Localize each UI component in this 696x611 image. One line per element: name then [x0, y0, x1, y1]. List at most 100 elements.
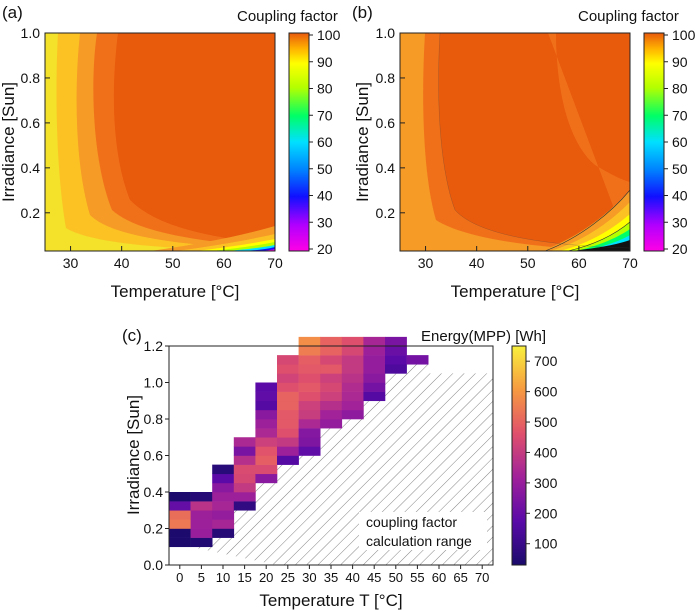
heatmap-cell: [255, 382, 278, 392]
heatmap-cell: [255, 464, 278, 475]
heatmap-cell: [363, 336, 386, 347]
colorbar-tick-label: 600: [534, 384, 558, 400]
heatmap-cell: [385, 336, 407, 347]
x-tick-label: 0: [176, 570, 183, 585]
heatmap-cell: [233, 455, 256, 465]
heatmap-cell: [320, 336, 343, 347]
x-tick-label: 40: [114, 255, 130, 271]
heatmap-cell: [212, 519, 235, 529]
heatmap-cell: [320, 400, 343, 411]
x-tick-label: 30: [63, 255, 79, 271]
heatmap-cell: [298, 336, 321, 347]
heatmap-cell: [277, 455, 299, 465]
heatmap-cell: [212, 510, 235, 520]
heatmap-cell: [341, 409, 364, 420]
colorbar: [643, 32, 665, 252]
heatmap-cell: [233, 492, 256, 502]
y-tick-label: 1.0: [376, 25, 396, 41]
colorbar-tick-label: 200: [534, 505, 558, 521]
x-tick-label: 20: [259, 570, 273, 585]
heatmap-cell: [341, 336, 364, 347]
y-tick-label: 0.2: [144, 521, 164, 537]
x-tick-label: 25: [281, 570, 295, 585]
heatmap-cell: [277, 419, 299, 429]
colorbar-tick-label: 70: [672, 107, 688, 123]
heatmap-cell: [320, 382, 343, 392]
x-tick-label: 65: [453, 570, 467, 585]
colorbar-tick-label: 50: [672, 161, 688, 177]
heatmap-cell: [341, 346, 364, 356]
heatmap-cell: [233, 501, 256, 511]
colorbar-ticks-c: 100 200 300 400 500 600 700: [526, 353, 558, 552]
colorbar-tick-label: 60: [672, 134, 688, 150]
y-tick-label: 0.6: [376, 115, 396, 131]
heatmap-cell: [255, 437, 278, 447]
heatmap-cell: [169, 519, 191, 529]
x-tick-label: 70: [267, 255, 283, 271]
x-tick-label: 60: [571, 255, 587, 271]
panel-label: (a): [2, 3, 23, 22]
x-tick-label: 60: [216, 255, 232, 271]
colorbar-title: Coupling factor: [237, 8, 338, 25]
heatmap-cell: [341, 391, 364, 402]
heatmap-cell: [363, 391, 386, 402]
y-tick-label: 1.0: [144, 375, 164, 391]
heatmap-cell: [341, 373, 364, 383]
axes-c: 0 5 10 15 20 25 30 35 40 45 50 55 60 65 70 0.0 0.2 0.4 0.6…: [144, 338, 490, 585]
annotation-box: [359, 512, 487, 550]
x-tick-label: 50: [520, 255, 536, 271]
heatmap-cell: [212, 473, 235, 484]
heatmap-cell: [298, 428, 321, 438]
heatmap-cell: [277, 382, 299, 392]
axes-b: 30 40 50 60 70 0.2 0.4 0.6 0.8 1.0: [376, 25, 638, 271]
heatmap-cell: [341, 364, 364, 374]
heatmap-cell: [169, 537, 191, 548]
heatmap-cell: [363, 364, 386, 374]
axes-a: 30 40 50 60 70 0.2 0.4 0.6 0.8 1.0: [21, 25, 283, 271]
colorbar-ticks-a: 20 30 40 50 60 70 80 90 100: [309, 27, 341, 257]
heatmap-cell: [363, 346, 386, 356]
heatmap-cell: [320, 373, 343, 383]
heatmap-cell: [277, 409, 299, 420]
heatmap-cell: [277, 428, 299, 438]
heatmap-cell: [298, 364, 321, 374]
y-axis-label: Irradiance [Sun]: [353, 82, 372, 202]
panel-a: (a) Coupling factor 30 40 50 60 70 0.2 0.4 0.6 0…: [0, 3, 341, 301]
colorbar-tick-label: 300: [534, 475, 558, 491]
x-axis-label: Temperature T [°C]: [259, 591, 402, 610]
annotation-line-1: coupling factor: [366, 514, 457, 530]
heatmap-cell: [341, 382, 364, 392]
heatmap-cell: [255, 455, 278, 465]
heatmap-cell: [255, 419, 278, 429]
heatmap-cell: [277, 400, 299, 411]
x-tick-label: 70: [622, 255, 638, 271]
heatmap-cell: [298, 446, 321, 456]
heatmap-cell: [233, 446, 256, 456]
x-tick-label: 35: [324, 570, 338, 585]
heatmap-cell: [277, 355, 299, 365]
colorbar-tick-label: 20: [317, 241, 333, 257]
x-tick-label: 15: [237, 570, 251, 585]
y-tick-label: 1.2: [144, 338, 164, 354]
x-tick-label: 40: [345, 570, 359, 585]
y-tick-label: 0.6: [144, 448, 164, 464]
heatmap-cell: [169, 528, 191, 538]
heatmap-cell: [169, 510, 191, 520]
heatmap-cell: [385, 364, 407, 374]
y-axis-label: Irradiance [Sun]: [124, 395, 143, 515]
heatmap-cell: [277, 437, 299, 447]
annotation-line-2: calculation range: [366, 533, 472, 549]
x-tick-label: 70: [475, 570, 489, 585]
heatmap-cell: [255, 391, 278, 402]
heatmap-cell: [320, 346, 343, 356]
contour-fill: [400, 33, 630, 251]
heatmap-cell: [298, 400, 321, 411]
colorbar-ticks-b: 20 30 40 50 60 70 80 90 100: [664, 27, 696, 257]
panel-label: (c): [122, 326, 142, 345]
heatmap-cell: [320, 355, 343, 365]
colorbar-title: Energy(MPP) [Wh]: [421, 328, 546, 345]
x-tick-label: 30: [302, 570, 316, 585]
heatmap-cell: [298, 409, 321, 420]
heatmap-cell: [255, 400, 278, 411]
heatmap-cell: [298, 346, 321, 356]
